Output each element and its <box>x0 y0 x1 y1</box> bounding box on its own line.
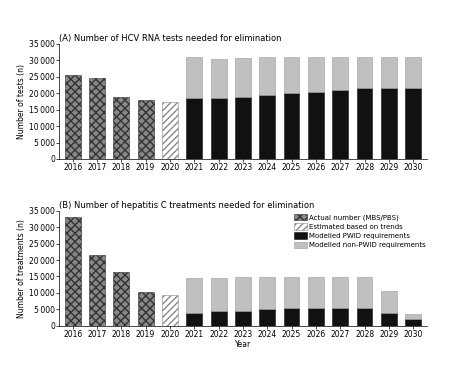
Bar <box>356 88 373 159</box>
Bar <box>308 277 324 308</box>
Bar <box>405 88 421 159</box>
Bar <box>332 308 348 326</box>
Bar <box>381 291 397 313</box>
Bar <box>332 277 348 308</box>
Bar <box>308 57 324 92</box>
X-axis label: Year: Year <box>235 340 251 349</box>
Legend: Actual number (MBS/PBS), Estimated based on trends, Modelled PWID requirements, : Actual number (MBS/PBS), Estimated based… <box>292 211 429 251</box>
Bar <box>210 278 227 311</box>
Bar <box>381 88 397 159</box>
Bar <box>283 57 300 93</box>
Text: (A) Number of HCV RNA tests needed for elimination: (A) Number of HCV RNA tests needed for e… <box>59 34 282 43</box>
Bar <box>405 57 421 88</box>
Bar <box>65 75 81 159</box>
Bar <box>186 57 202 98</box>
Y-axis label: Number of treatments (n): Number of treatments (n) <box>18 219 27 318</box>
Bar <box>235 277 251 311</box>
Bar <box>259 95 275 159</box>
Bar <box>405 319 421 326</box>
Bar <box>332 57 348 90</box>
Bar <box>259 57 275 95</box>
Text: (B) Number of hepatitis C treatments needed for elimination: (B) Number of hepatitis C treatments nee… <box>59 201 315 210</box>
Bar <box>356 308 373 326</box>
Bar <box>89 78 105 159</box>
Bar <box>259 277 275 309</box>
Bar <box>381 313 397 326</box>
Bar <box>283 308 300 326</box>
Bar <box>113 97 129 159</box>
Bar <box>356 57 373 88</box>
Bar <box>405 314 421 319</box>
Y-axis label: Number of tests (n): Number of tests (n) <box>18 64 27 139</box>
Bar <box>210 59 227 98</box>
Bar <box>138 292 154 326</box>
Bar <box>235 311 251 326</box>
Bar <box>113 272 129 326</box>
Bar <box>235 97 251 159</box>
Bar <box>186 313 202 326</box>
Bar <box>283 93 300 159</box>
Bar <box>210 311 227 326</box>
Bar <box>308 92 324 159</box>
Bar <box>186 98 202 159</box>
Bar <box>89 255 105 326</box>
Bar <box>162 295 178 326</box>
Bar <box>356 277 373 308</box>
Bar <box>162 102 178 159</box>
Bar <box>381 57 397 88</box>
Bar <box>210 98 227 159</box>
Bar <box>283 277 300 308</box>
Bar <box>65 217 81 326</box>
Bar <box>259 309 275 326</box>
Bar <box>235 58 251 97</box>
Bar <box>138 100 154 159</box>
Bar <box>332 90 348 159</box>
Bar <box>308 308 324 326</box>
Bar <box>186 278 202 313</box>
